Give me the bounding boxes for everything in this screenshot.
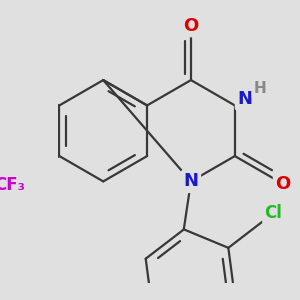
Text: CF₃: CF₃ (0, 176, 26, 194)
Text: N: N (184, 172, 199, 190)
Text: N: N (238, 90, 253, 108)
Text: O: O (275, 175, 291, 193)
Text: H: H (254, 82, 266, 97)
Text: O: O (183, 16, 199, 34)
Text: Cl: Cl (265, 204, 283, 222)
